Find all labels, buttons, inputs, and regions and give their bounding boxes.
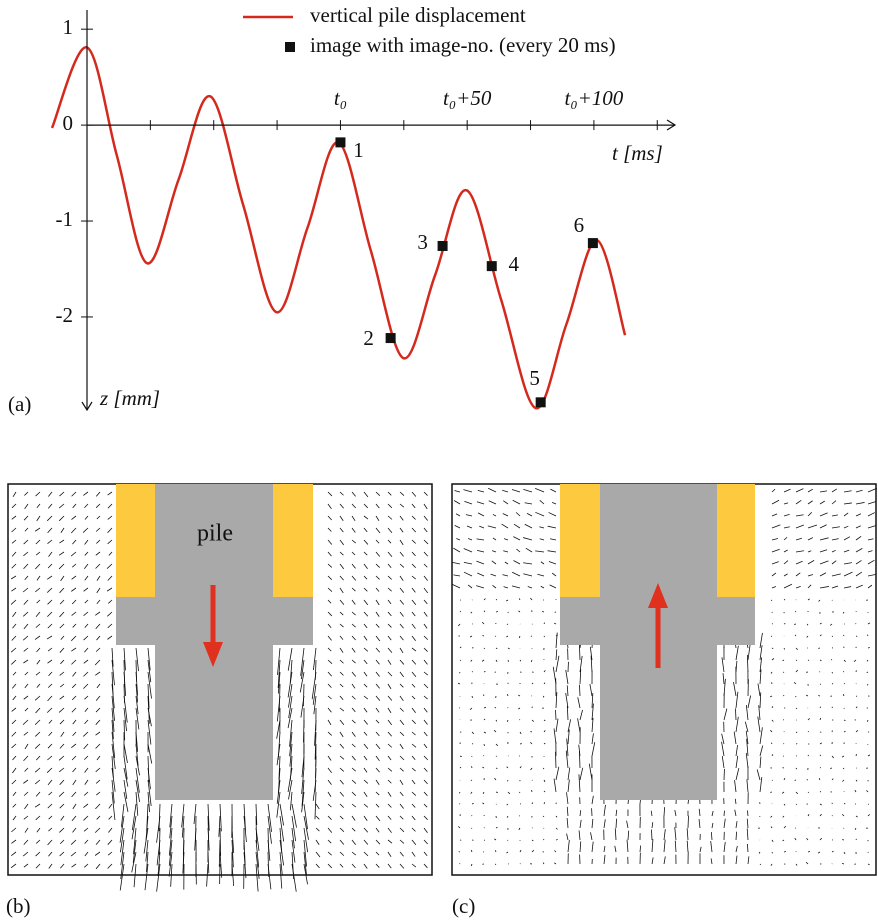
vector [543, 839, 544, 840]
figure: (a) t [ms] z [mm] pile (b) (c) 1 0 -1 -2 t₀ t… [0, 0, 878, 922]
soil-layer [273, 484, 313, 598]
y-tick-label: 1 [63, 15, 74, 39]
soil-layer [116, 484, 155, 598]
image-marker [588, 238, 598, 248]
vector [496, 792, 498, 793]
vector [483, 694, 484, 696]
vector [808, 755, 809, 756]
panel-label: (a) [8, 392, 31, 416]
vector [651, 830, 652, 840]
vector [808, 731, 809, 732]
vector [820, 767, 821, 768]
image-marker [438, 241, 448, 251]
vector [532, 780, 533, 781]
vector [519, 719, 520, 720]
pile [600, 484, 717, 598]
legend-marker [285, 42, 295, 52]
vector [771, 743, 772, 744]
y-tick-label: -1 [56, 207, 74, 231]
vector [831, 659, 832, 660]
x-axis-label: t [ms] [612, 141, 663, 165]
vector [735, 708, 736, 720]
vector [747, 810, 748, 816]
marker-label: 5 [529, 366, 540, 390]
soil-layer [717, 484, 755, 598]
marker-label: 2 [363, 326, 374, 350]
vector [482, 635, 484, 636]
vector [832, 672, 833, 673]
vector [484, 648, 485, 649]
panel-label: (c) [452, 894, 475, 918]
vector [867, 672, 868, 673]
image-marker [487, 261, 497, 271]
pile [155, 644, 273, 800]
vector [472, 671, 473, 672]
x-tick-label: t₀+50 [443, 86, 492, 110]
vector [843, 671, 844, 672]
vector [471, 780, 472, 781]
marker-label: 1 [353, 138, 364, 162]
vector [472, 696, 473, 698]
soil-layer [560, 484, 600, 598]
vector [484, 827, 485, 828]
vector [460, 660, 461, 661]
marker-label: 3 [417, 230, 428, 254]
image-marker [386, 333, 396, 343]
vector [808, 851, 810, 852]
legend-label: vertical pile displacement [310, 3, 526, 27]
panel-c: (c) [452, 484, 877, 918]
vector [867, 635, 868, 636]
marker-label: 4 [509, 252, 520, 276]
vector [867, 684, 868, 685]
vector [844, 683, 845, 684]
marker-label: 6 [574, 213, 585, 237]
vector [495, 864, 496, 865]
vector [832, 636, 833, 637]
vector [783, 672, 784, 673]
vector [772, 780, 773, 781]
vector [795, 780, 796, 781]
image-marker [335, 137, 345, 147]
vector [555, 752, 556, 768]
y-tick-label: -2 [56, 303, 74, 327]
vector [471, 828, 472, 829]
vector [508, 660, 509, 662]
vector [507, 624, 508, 625]
vector [795, 611, 796, 612]
x-tick-label: t₀ [334, 86, 347, 110]
vector [796, 732, 797, 733]
image-marker [536, 397, 546, 407]
y-axis-label: z [mm] [99, 386, 160, 410]
vector [771, 600, 772, 601]
legend-label: image with image-no. (every 20 ms) [310, 33, 616, 57]
pile-label: pile [197, 521, 233, 547]
vector [832, 683, 833, 684]
vector [784, 599, 785, 600]
vector [483, 755, 484, 756]
vector [472, 803, 474, 804]
vector [796, 804, 797, 805]
vector [867, 720, 868, 722]
panel-b: pile (b) [6, 484, 432, 918]
vector [783, 743, 784, 744]
vector [579, 685, 580, 696]
panel-label: (b) [6, 894, 31, 918]
vector [519, 792, 520, 793]
vector [784, 623, 785, 624]
x-tick-label: t₀+100 [564, 86, 623, 110]
vector [496, 599, 497, 600]
y-tick-label: 0 [63, 111, 74, 135]
vector [544, 636, 545, 637]
